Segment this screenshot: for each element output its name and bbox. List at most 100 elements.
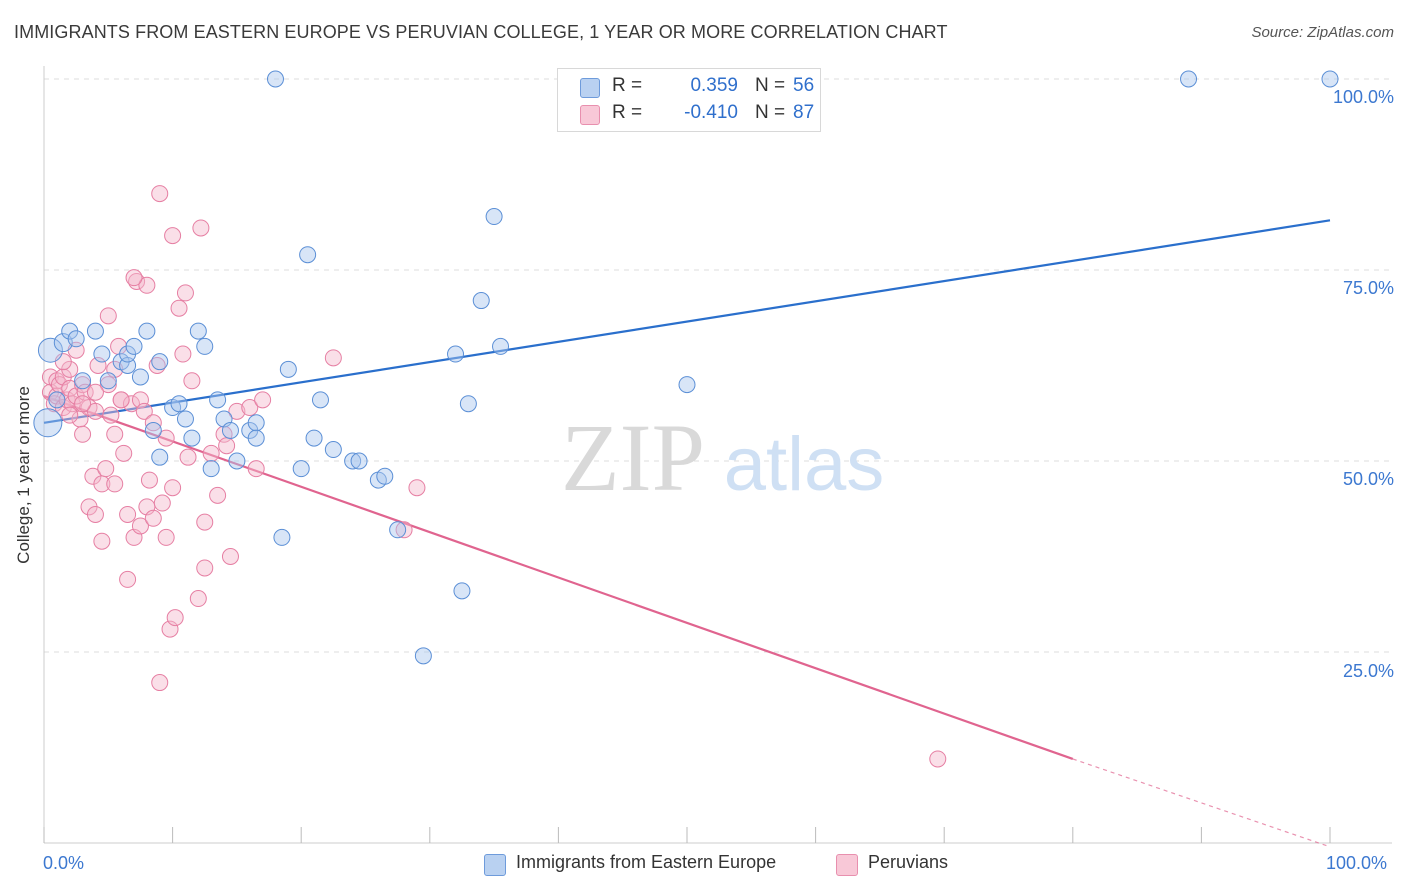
point-eastern-europe [33,408,63,438]
point-peruvians [153,494,171,512]
point-peruvians [112,391,130,409]
point-eastern-europe [228,452,246,470]
point-eastern-europe [183,429,201,447]
point-eastern-europe [324,441,342,459]
legend-r-value: -0.410 [684,102,738,123]
point-eastern-europe [221,421,239,439]
correlation-legend: R = 0.359 N = 56 R = -0.410 N = 87 [557,68,821,132]
point-peruvians [106,475,124,493]
point-peruvians [196,559,214,577]
series-label: Peruvians [868,852,949,872]
point-eastern-europe [472,292,490,310]
point-peruvians [140,471,158,489]
point-peruvians [122,395,140,413]
point-peruvians [254,391,272,409]
point-peruvians [174,345,192,363]
point-peruvians [144,509,162,527]
point-peruvians [221,548,239,565]
legend-swatch-pink [580,105,600,125]
point-eastern-europe [37,337,63,363]
point-peruvians [395,521,413,539]
point-eastern-europe [485,208,503,226]
point-peruvians [183,372,201,390]
point-peruvians [164,227,182,245]
point-peruvians [179,448,197,466]
point-eastern-europe [144,421,162,439]
point-peruvians [157,528,175,546]
point-eastern-europe [86,322,104,340]
point-eastern-europe [344,452,362,470]
point-eastern-europe [93,345,111,363]
point-eastern-europe [1180,70,1198,88]
point-eastern-europe [247,414,265,432]
point-peruvians [131,391,149,409]
point-peruvians [86,383,104,401]
point-eastern-europe [414,647,432,665]
point-peruvians [176,284,194,302]
point-peruvians [324,349,342,367]
legend-r-label: R = [612,102,643,123]
y-tick-label: 25.0% [1342,661,1394,681]
point-eastern-europe [170,395,188,413]
legend-r-value: 0.359 [690,75,738,96]
chart-title: IMMIGRANTS FROM EASTERN EUROPE VS PERUVI… [14,22,948,42]
point-peruvians [166,609,184,627]
point-eastern-europe [131,368,149,386]
axes [43,66,1392,844]
point-peruvians [93,532,111,550]
x-tick-label: 0.0% [43,853,85,873]
watermark: ZIP atlas [561,404,884,511]
svg-text:atlas: atlas [724,422,885,507]
point-peruvians [131,517,149,535]
series-swatch-blue [484,854,506,876]
point-peruvians [151,185,169,203]
point-eastern-europe [202,460,220,478]
point-eastern-europe [389,521,407,539]
point-eastern-europe [299,246,317,264]
point-eastern-europe [99,372,117,390]
point-peruvians [86,505,104,523]
point-eastern-europe [151,448,169,466]
point-peruvians [241,399,259,417]
point-peruvians [192,219,210,237]
trend-line-peruvians-extension [1072,758,1331,848]
point-peruvians [102,406,120,424]
point-eastern-europe [151,353,169,371]
legend-r-label: R = [612,75,643,96]
point-eastern-europe [279,360,297,378]
point-eastern-europe [376,467,394,485]
y-tick-label: 50.0% [1342,469,1394,489]
y-tick-label: 75.0% [1342,278,1394,298]
point-peruvians [119,505,137,523]
point-peruvians [209,486,227,504]
point-peruvians [61,406,79,424]
point-eastern-europe [48,391,66,409]
point-peruvians [151,674,169,692]
point-eastern-europe [292,460,310,478]
point-eastern-europe [453,582,471,600]
svg-text:ZIP: ZIP [561,404,705,511]
legend-n-label: N = [755,75,786,96]
trend-line-eastern-europe [43,219,1331,424]
point-peruvians [74,425,92,443]
point-peruvians [74,395,92,413]
point-eastern-europe [1321,70,1339,88]
point-peruvians [157,429,175,447]
point-eastern-europe [196,337,214,355]
point-peruvians [115,444,133,462]
point-eastern-europe [247,429,265,447]
point-peruvians [189,590,207,608]
point-peruvians [97,460,115,478]
point-peruvians [125,269,143,287]
series-swatch-pink [836,854,858,876]
point-eastern-europe [138,322,156,340]
point-peruvians [202,444,220,462]
trend-lines [43,219,1331,848]
point-peruvians [106,425,124,443]
point-eastern-europe [459,395,477,413]
point-eastern-europe [273,528,291,546]
point-peruvians [228,402,246,420]
point-eastern-europe [125,337,143,355]
point-eastern-europe [311,391,329,409]
point-peruvians [99,307,117,325]
